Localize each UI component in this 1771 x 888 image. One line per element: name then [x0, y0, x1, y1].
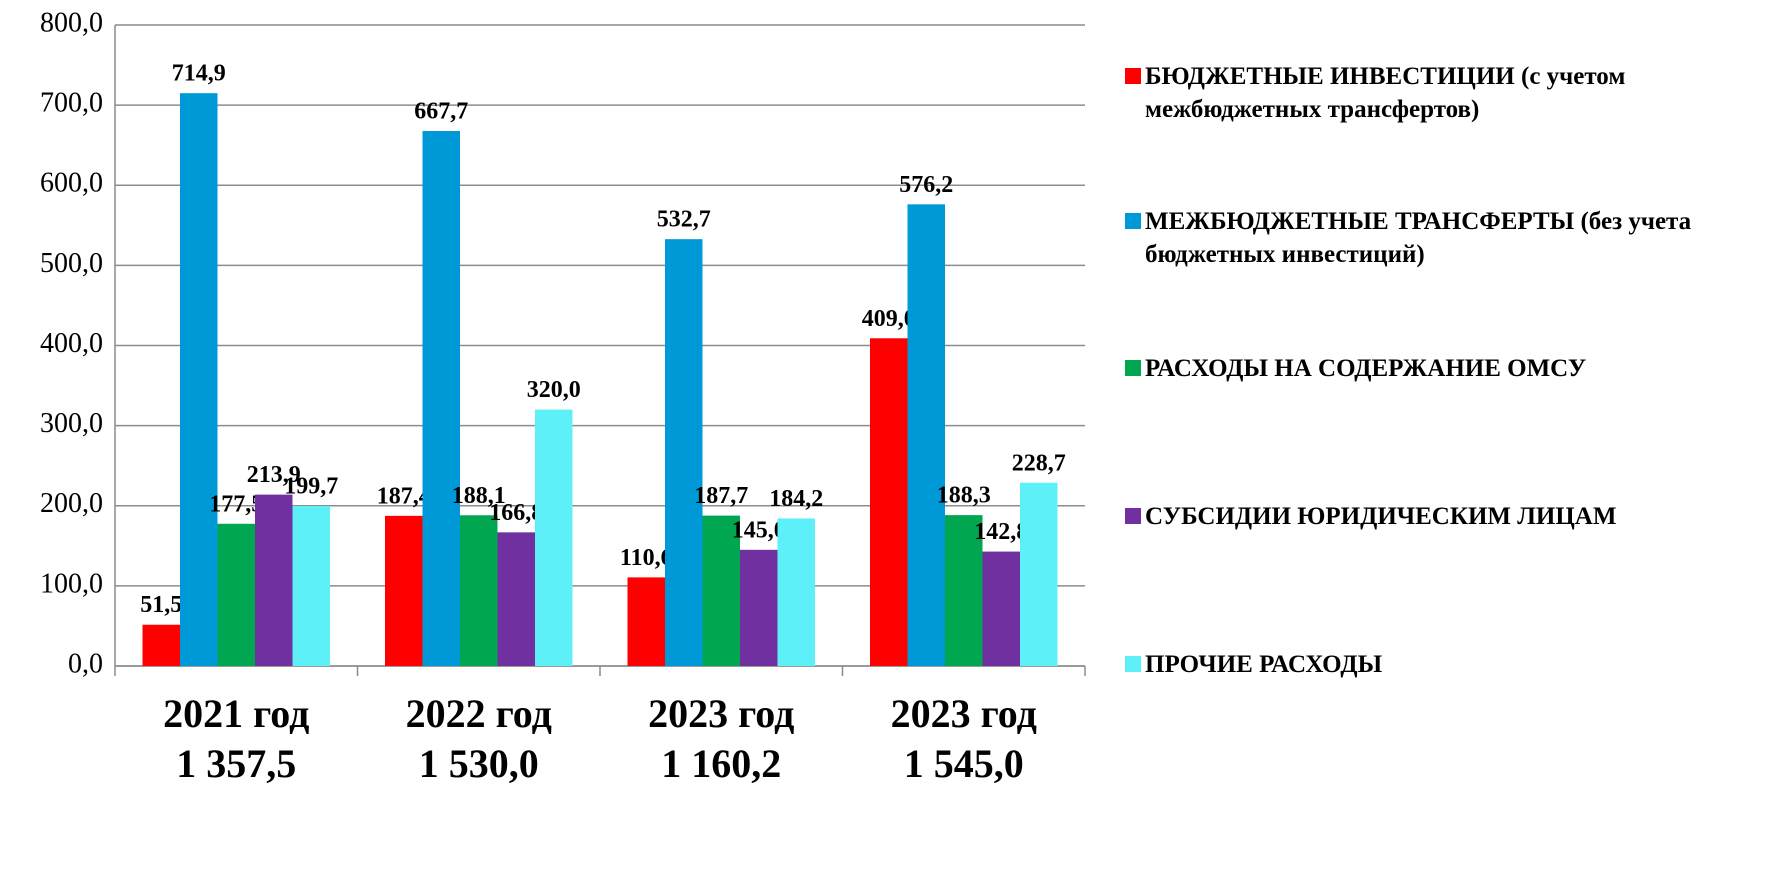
bar	[627, 577, 665, 666]
x-tick-label: 2023 год	[648, 691, 794, 736]
x-tick-sublabel: 1 160,2	[661, 741, 781, 786]
bar	[292, 505, 330, 666]
bar	[702, 515, 740, 666]
data-label: 409,0	[862, 306, 916, 332]
legend-label: СУБСИДИИ ЮРИДИЧЕСКИМ ЛИЦАМ	[1145, 503, 1617, 530]
legend-item: РАСХОДЫ НА СОДЕРЖАНИЕ ОМСУ	[1120, 352, 1760, 385]
y-tick-label: 800,0	[40, 7, 103, 38]
legend-swatch	[1125, 68, 1141, 84]
x-tick-sublabel: 1 545,0	[904, 741, 1024, 786]
x-tick-label: 2023 год	[891, 691, 1037, 736]
y-tick-label: 500,0	[40, 248, 103, 279]
legend-swatch	[1125, 656, 1141, 672]
data-label: 199,7	[284, 473, 338, 499]
bar	[460, 515, 498, 666]
bar	[535, 409, 573, 666]
x-tick-label: 2022 год	[406, 691, 552, 736]
legend-label: ПРОЧИЕ РАСХОДЫ	[1145, 651, 1383, 678]
data-label: 320,0	[527, 377, 581, 403]
bar	[740, 549, 778, 666]
y-tick-label: 0,0	[68, 648, 103, 679]
y-tick-label: 200,0	[40, 488, 103, 519]
bar	[1020, 482, 1058, 666]
legend-item: СУБСИДИИ ЮРИДИЧЕСКИМ ЛИЦАМ	[1120, 500, 1760, 533]
y-tick-label: 100,0	[40, 568, 103, 599]
data-label: 166,8	[489, 500, 543, 526]
x-tick-sublabel: 1 530,0	[419, 741, 539, 786]
data-label: 188,1	[452, 483, 506, 509]
data-label: 228,7	[1012, 450, 1066, 476]
x-tick-sublabel: 1 357,5	[176, 741, 296, 786]
bar	[385, 515, 423, 666]
data-label: 177,5	[209, 491, 263, 517]
bar	[142, 624, 180, 666]
legend-label: МЕЖБЮДЖЕТНЫЕ ТРАНСФЕРТЫ (без учета бюдже…	[1145, 208, 1692, 268]
bar	[870, 338, 908, 666]
bar	[497, 532, 535, 666]
y-tick-label: 700,0	[40, 88, 103, 119]
data-label: 145,0	[732, 517, 786, 543]
bar	[945, 515, 983, 666]
data-label: 142,8	[974, 519, 1028, 545]
data-label: 667,7	[414, 99, 468, 125]
legend-swatch	[1125, 360, 1141, 376]
legend-item: БЮДЖЕТНЫЕ ИНВЕСТИЦИИ (с учетом межбюджет…	[1120, 60, 1760, 126]
legend-swatch	[1125, 508, 1141, 524]
y-tick-label: 600,0	[40, 168, 103, 199]
bar	[180, 93, 218, 666]
data-label: 188,3	[937, 483, 991, 509]
data-label: 110,6	[620, 545, 673, 571]
y-tick-label: 300,0	[40, 408, 103, 439]
legend-item: МЕЖБЮДЖЕТНЫЕ ТРАНСФЕРТЫ (без учета бюдже…	[1120, 205, 1760, 271]
bar	[217, 523, 255, 666]
data-label: 714,9	[172, 61, 226, 87]
bar	[255, 494, 293, 666]
bar	[777, 518, 815, 666]
data-label: 576,2	[899, 172, 953, 198]
x-tick-label: 2021 год	[163, 691, 309, 736]
bar	[665, 239, 703, 666]
data-label: 51,5	[140, 592, 182, 618]
legend-label: БЮДЖЕТНЫЕ ИНВЕСТИЦИИ (с учетом межбюджет…	[1145, 63, 1626, 123]
bar	[907, 204, 945, 666]
data-label: 213,9	[247, 462, 301, 488]
legend-label: РАСХОДЫ НА СОДЕРЖАНИЕ ОМСУ	[1145, 355, 1587, 382]
y-tick-label: 400,0	[40, 328, 103, 359]
data-label: 532,7	[657, 207, 711, 233]
bar	[982, 551, 1020, 666]
data-label: 187,4	[377, 483, 431, 509]
legend-item: ПРОЧИЕ РАСХОДЫ	[1120, 648, 1760, 681]
bar	[422, 131, 460, 666]
data-label: 187,7	[694, 483, 748, 509]
data-label: 184,2	[769, 486, 823, 512]
legend-swatch	[1125, 213, 1141, 229]
chart: 0,0 100,0 200,0 300,0 400,0 500,0 600,0 700,0 80…	[40, 7, 1086, 786]
